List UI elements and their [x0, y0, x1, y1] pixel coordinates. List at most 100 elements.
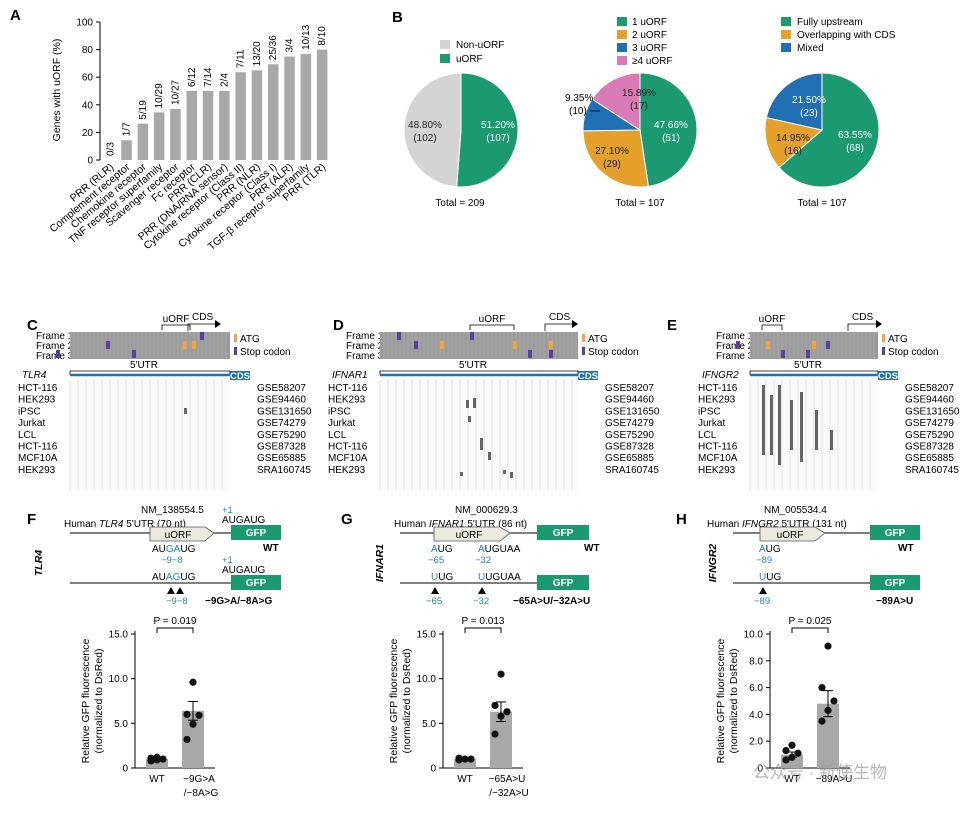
- panel-h-p1-mut: −89: [754, 596, 770, 607]
- ribo-read: [770, 395, 773, 455]
- atg-mark: [192, 341, 196, 349]
- legend-stop: Stop codon: [240, 347, 291, 358]
- cds-label: CDS: [549, 312, 570, 323]
- panel-g-gfp-mut-label: GFP: [553, 578, 574, 589]
- pie-uorf-count: 47.66% (51) 27.10% (29) 15.89% (17): [582, 72, 698, 188]
- panel-f-seq1b: GA: [166, 544, 181, 555]
- cell-line-label: LCL: [18, 430, 37, 441]
- panel-f-nm: NM_138554.5: [141, 505, 204, 516]
- uorf-label: uORF: [759, 314, 786, 325]
- bar-ytick-label: 10.0: [744, 630, 764, 641]
- legend-swatch-3uorf: [617, 43, 627, 52]
- pie-slice-pct: 27.10%: [595, 146, 629, 157]
- bar-ytick-label: 0: [430, 764, 436, 775]
- bar-chart-f: 0 5.0 10.0 15.0 Relative GFP fluorescence (no…: [80, 616, 218, 799]
- pie-slice-n: (16): [784, 146, 802, 157]
- uorf-bracket: [469, 324, 515, 330]
- panel-label-a: A: [10, 7, 21, 24]
- dataset-label: GSE94460: [905, 395, 954, 406]
- ribo-read: [762, 385, 765, 455]
- panel-g-gfp-wt: [537, 525, 589, 540]
- panel-h-gfp-mut-label: GFP: [885, 578, 906, 589]
- cell-line-label: iPSC: [18, 406, 41, 417]
- cds-label: CDS: [192, 312, 213, 323]
- legend-4uorf: ≥4 uORF: [632, 56, 673, 67]
- cell-line-label: Jurkat: [18, 418, 45, 429]
- data-point: [467, 755, 475, 763]
- dataset-label: GSE58207: [605, 383, 654, 394]
- bar-ytick-label: 0: [122, 764, 128, 775]
- cell-line-label: HCT-116: [698, 442, 738, 453]
- bar-ylabel: Relative GFP fluorescence: [80, 638, 92, 763]
- panel-f-seq1c: UG: [180, 544, 195, 555]
- panel-g-wt-seq1: AUG: [431, 544, 453, 555]
- panel-label-g: G: [341, 511, 353, 528]
- bar-ytick-label: 8.0: [749, 656, 763, 667]
- panel-h-wt-label: WT: [898, 543, 914, 554]
- panel-a-bar-count: 13/20: [252, 41, 263, 66]
- cell-line-label: HCT-116: [328, 383, 368, 394]
- cell-line-label: HEK293: [328, 395, 366, 406]
- bar-mean: [182, 710, 204, 768]
- cds-box-label: CDS: [878, 371, 898, 382]
- cell-line-label: HCT-116: [18, 383, 58, 394]
- bar-chart-g: 0 5.0 10.0 15.0 Relative GFP fluorescence (no…: [388, 616, 529, 799]
- p-value: P = 0.025: [789, 616, 832, 627]
- stop-codon-mark: [736, 341, 740, 349]
- atg-mark: [812, 341, 816, 349]
- panel-h-uorf-label: uORF: [777, 530, 804, 541]
- panel-a-bar-count: 8/10: [317, 26, 328, 46]
- panel-h-wt-seq: AUG: [759, 544, 781, 555]
- panel-a-bar: [316, 49, 328, 160]
- stop-codon-mark: [200, 332, 204, 340]
- data-point: [824, 642, 832, 650]
- data-point: [818, 684, 826, 692]
- stop-codon-mark: [397, 332, 401, 340]
- panel-f-pos1: −9−8: [161, 555, 183, 566]
- panel-g-u1: U: [431, 572, 438, 583]
- panel-h-mut-arrow: [759, 587, 767, 594]
- legend-atg-swatch: [234, 334, 237, 342]
- panel-g-title-pre: Human: [394, 519, 429, 530]
- panel-g-gene-side: IFNAR1: [374, 544, 386, 582]
- pie-slice-pct: 47.66%: [654, 120, 688, 131]
- legend-stop: Stop codon: [588, 347, 639, 358]
- ribo-read: [480, 438, 483, 450]
- legend-atg: ATG: [588, 334, 608, 345]
- panel-a-bar: [186, 91, 197, 160]
- uorf-bracket: [761, 324, 783, 330]
- panel-g-uorf-label: uORF: [456, 530, 483, 541]
- cell-line-label: Jurkat: [698, 418, 725, 429]
- stop-codon-mark: [826, 341, 830, 349]
- cell-line-label: MCF10A: [328, 453, 368, 464]
- bar-ytick-label: 0: [757, 764, 763, 775]
- panel-g-p2-mut: −32: [473, 596, 489, 607]
- stop-codon-mark: [106, 341, 110, 349]
- bar-ytick-label: 2.0: [749, 737, 763, 748]
- panel-a-bar-count: 25/36: [268, 35, 279, 60]
- panel-g-u2b: UGUAA: [485, 572, 521, 583]
- ribo-read: [778, 385, 781, 465]
- legend-swatch-uorf: [440, 54, 450, 63]
- dataset-label: GSE94460: [605, 395, 654, 406]
- panel-label-e: E: [667, 317, 677, 334]
- bar-xlabel-wt: WT: [149, 774, 165, 785]
- bar-xlabel-wt: WT: [457, 774, 473, 785]
- utr-label: 5'UTR: [459, 360, 487, 371]
- dataset-label: GSE87328: [605, 442, 654, 453]
- panel-g-mut-label: −65A>U/−32A>U: [513, 596, 590, 607]
- stop-codon-mark: [549, 350, 553, 358]
- p-value: P = 0.019: [154, 616, 197, 627]
- atg-mark: [766, 341, 770, 349]
- panel-f-title-pre: Human: [64, 519, 99, 530]
- read-track-area: [380, 380, 578, 490]
- pie-slice: [778, 72, 880, 188]
- dataset-label: GSE65885: [905, 453, 954, 464]
- panel-a-bar: [268, 64, 279, 160]
- panel-g-wt-label: WT: [584, 543, 600, 554]
- legend-2uorf: 2 uORF: [632, 30, 667, 41]
- panel-h-title-pre: Human: [707, 519, 742, 530]
- frame-label: Frame 3: [36, 351, 74, 362]
